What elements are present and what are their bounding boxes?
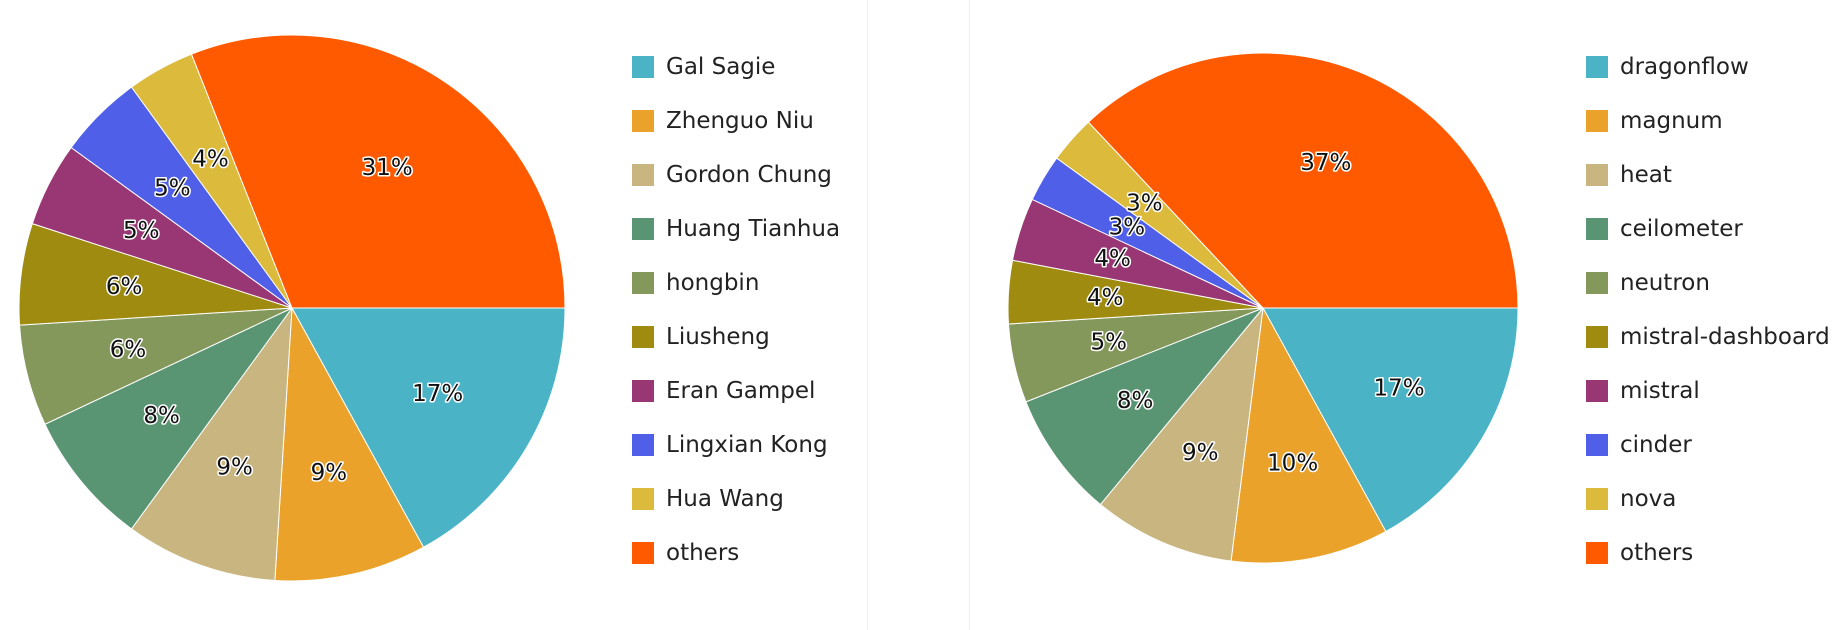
legend-label: neutron bbox=[1620, 270, 1710, 296]
legend-swatch bbox=[1586, 110, 1608, 132]
legend-item-ceilometer[interactable]: ceilometer bbox=[1586, 202, 1830, 256]
legend-item-others[interactable]: others bbox=[632, 526, 840, 580]
legend-swatch bbox=[632, 488, 654, 510]
slice-percent-label: 9% bbox=[311, 460, 348, 486]
slice-percent-label: 6% bbox=[106, 274, 143, 300]
legend-label: mistral bbox=[1620, 378, 1700, 404]
legend-label: cinder bbox=[1620, 432, 1692, 458]
legend-item-liusheng[interactable]: Liusheng bbox=[632, 310, 840, 364]
legend-swatch bbox=[632, 56, 654, 78]
legend-item-others[interactable]: others bbox=[1586, 526, 1830, 580]
legend-swatch bbox=[632, 272, 654, 294]
legend-item-hongbin[interactable]: hongbin bbox=[632, 256, 840, 310]
panel-divider bbox=[867, 0, 868, 630]
slice-percent-label: 4% bbox=[1087, 285, 1124, 311]
legend-swatch bbox=[632, 326, 654, 348]
legend-swatch bbox=[1586, 434, 1608, 456]
slice-percent-label: 5% bbox=[154, 175, 191, 201]
legend-swatch bbox=[632, 218, 654, 240]
slice-percent-label: 3% bbox=[1109, 215, 1146, 241]
legend-swatch bbox=[632, 380, 654, 402]
slice-percent-label: 17% bbox=[1374, 375, 1425, 401]
legend-label: dragonflow bbox=[1620, 54, 1749, 80]
legend-item-mistral-dashboard[interactable]: mistral-dashboard bbox=[1586, 310, 1830, 364]
legend-label: Zhenguo Niu bbox=[666, 108, 814, 134]
legend-item-gordon-chung[interactable]: Gordon Chung bbox=[632, 148, 840, 202]
legend-label: Eran Gampel bbox=[666, 378, 815, 404]
legend-swatch bbox=[1586, 326, 1608, 348]
legend-item-lingxian-kong[interactable]: Lingxian Kong bbox=[632, 418, 840, 472]
legend-item-nova[interactable]: nova bbox=[1586, 472, 1830, 526]
legend-swatch bbox=[1586, 380, 1608, 402]
legend-label: Huang Tianhua bbox=[666, 216, 840, 242]
panel-divider bbox=[969, 0, 970, 630]
projects-pie-chart: 17% 10% 9% 8% 5% 4% 4% 3%3% 37% bbox=[990, 0, 1550, 630]
slice-percent-label: 3% bbox=[1126, 190, 1163, 216]
legend-item-mistral[interactable]: mistral bbox=[1586, 364, 1830, 418]
slice-percent-label: 37% bbox=[1300, 150, 1351, 176]
legend-item-huang-tianhua[interactable]: Huang Tianhua bbox=[632, 202, 840, 256]
legend-label: Gal Sagie bbox=[666, 54, 775, 80]
legend-item-heat[interactable]: heat bbox=[1586, 148, 1830, 202]
legend-label: heat bbox=[1620, 162, 1672, 188]
legend-swatch bbox=[632, 110, 654, 132]
legend-item-magnum[interactable]: magnum bbox=[1586, 94, 1830, 148]
legend-label: mistral-dashboard bbox=[1620, 324, 1830, 350]
slice-percent-label: 4% bbox=[192, 147, 229, 173]
slice-percent-label: 8% bbox=[1117, 388, 1154, 414]
legend-label: others bbox=[1620, 540, 1693, 566]
slice-percent-label: 10% bbox=[1267, 450, 1318, 476]
contributors-pie-chart: 17%9%9%8%6%6%5%5%4% 31% bbox=[0, 0, 600, 630]
legend-item-neutron[interactable]: neutron bbox=[1586, 256, 1830, 310]
slice-percent-label: 8% bbox=[143, 403, 180, 429]
legend-swatch bbox=[1586, 542, 1608, 564]
legend-item-cinder[interactable]: cinder bbox=[1586, 418, 1830, 472]
legend-label: Lingxian Kong bbox=[666, 432, 828, 458]
legend-label: ceilometer bbox=[1620, 216, 1743, 242]
slice-percent-label: 4% bbox=[1094, 246, 1131, 272]
legend-label: Hua Wang bbox=[666, 486, 784, 512]
legend-label: nova bbox=[1620, 486, 1676, 512]
legend-item-zhenguo-niu[interactable]: Zhenguo Niu bbox=[632, 94, 840, 148]
contributors-legend: Gal Sagie Zhenguo Niu Gordon Chung Huang Ti… bbox=[632, 40, 840, 580]
slice-percent-label: 31% bbox=[362, 155, 413, 181]
legend-swatch bbox=[1586, 218, 1608, 240]
legend-swatch bbox=[1586, 164, 1608, 186]
projects-legend: dragonflow magnum heat ceilometer neutron mis… bbox=[1586, 40, 1830, 580]
slice-percent-label: 6% bbox=[110, 337, 147, 363]
legend-label: magnum bbox=[1620, 108, 1723, 134]
slice-percent-label: 5% bbox=[1090, 329, 1127, 355]
legend-label: hongbin bbox=[666, 270, 759, 296]
legend-item-gal-sagie[interactable]: Gal Sagie bbox=[632, 40, 840, 94]
legend-label: Gordon Chung bbox=[666, 162, 832, 188]
legend-label: others bbox=[666, 540, 739, 566]
slice-percent-label: 9% bbox=[1182, 440, 1219, 466]
legend-item-eran-gampel[interactable]: Eran Gampel bbox=[632, 364, 840, 418]
legend-swatch bbox=[632, 434, 654, 456]
legend-swatch bbox=[632, 164, 654, 186]
legend-label: Liusheng bbox=[666, 324, 770, 350]
legend-swatch bbox=[1586, 56, 1608, 78]
legend-item-hua-wang[interactable]: Hua Wang bbox=[632, 472, 840, 526]
legend-swatch bbox=[1586, 488, 1608, 510]
slice-percent-label: 17% bbox=[412, 381, 463, 407]
legend-item-dragonflow[interactable]: dragonflow bbox=[1586, 40, 1830, 94]
legend-swatch bbox=[1586, 272, 1608, 294]
legend-swatch bbox=[632, 542, 654, 564]
slice-percent-label: 5% bbox=[123, 218, 160, 244]
slice-percent-label: 9% bbox=[216, 454, 253, 480]
